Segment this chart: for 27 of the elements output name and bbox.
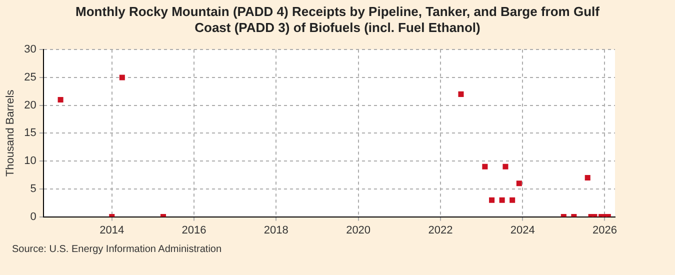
x-tick-label: 2014 <box>100 224 124 236</box>
y-tick-label: 25 <box>24 72 36 84</box>
point <box>489 197 495 203</box>
x-tick-label: 2018 <box>264 224 288 236</box>
x-tick-label: 2016 <box>182 224 206 236</box>
y-tick-label: 10 <box>24 155 36 168</box>
point <box>499 197 505 203</box>
point <box>58 97 64 103</box>
chart-title: Monthly Rocky Mountain (PADD 4) Receipts by Pipeline, Tanker, and Barge from Gulf Coast (PADD 3) of Biofuels (incl. Fuel Ethanol) <box>74 4 600 36</box>
y-tick-label: 0 <box>30 210 36 223</box>
point <box>584 175 590 181</box>
point <box>458 91 464 97</box>
y-tick-label: 5 <box>30 182 36 195</box>
y-tick-label: 15 <box>24 127 36 140</box>
point <box>510 197 516 203</box>
x-tick-label: 2020 <box>346 224 371 236</box>
y-axis-title: Thousand Barrels <box>4 89 17 177</box>
x-tick-label: 2026 <box>592 224 617 236</box>
point <box>502 164 508 170</box>
source-note: Source: U.S. Energy Information Administration <box>12 244 222 255</box>
x-tick-label: 2022 <box>428 224 453 236</box>
point <box>482 164 488 170</box>
x-tick-label: 2024 <box>510 224 535 236</box>
y-tick-label: 30 <box>24 44 36 56</box>
point <box>516 180 522 186</box>
point <box>119 74 125 80</box>
y-tick-label: 20 <box>24 99 36 112</box>
